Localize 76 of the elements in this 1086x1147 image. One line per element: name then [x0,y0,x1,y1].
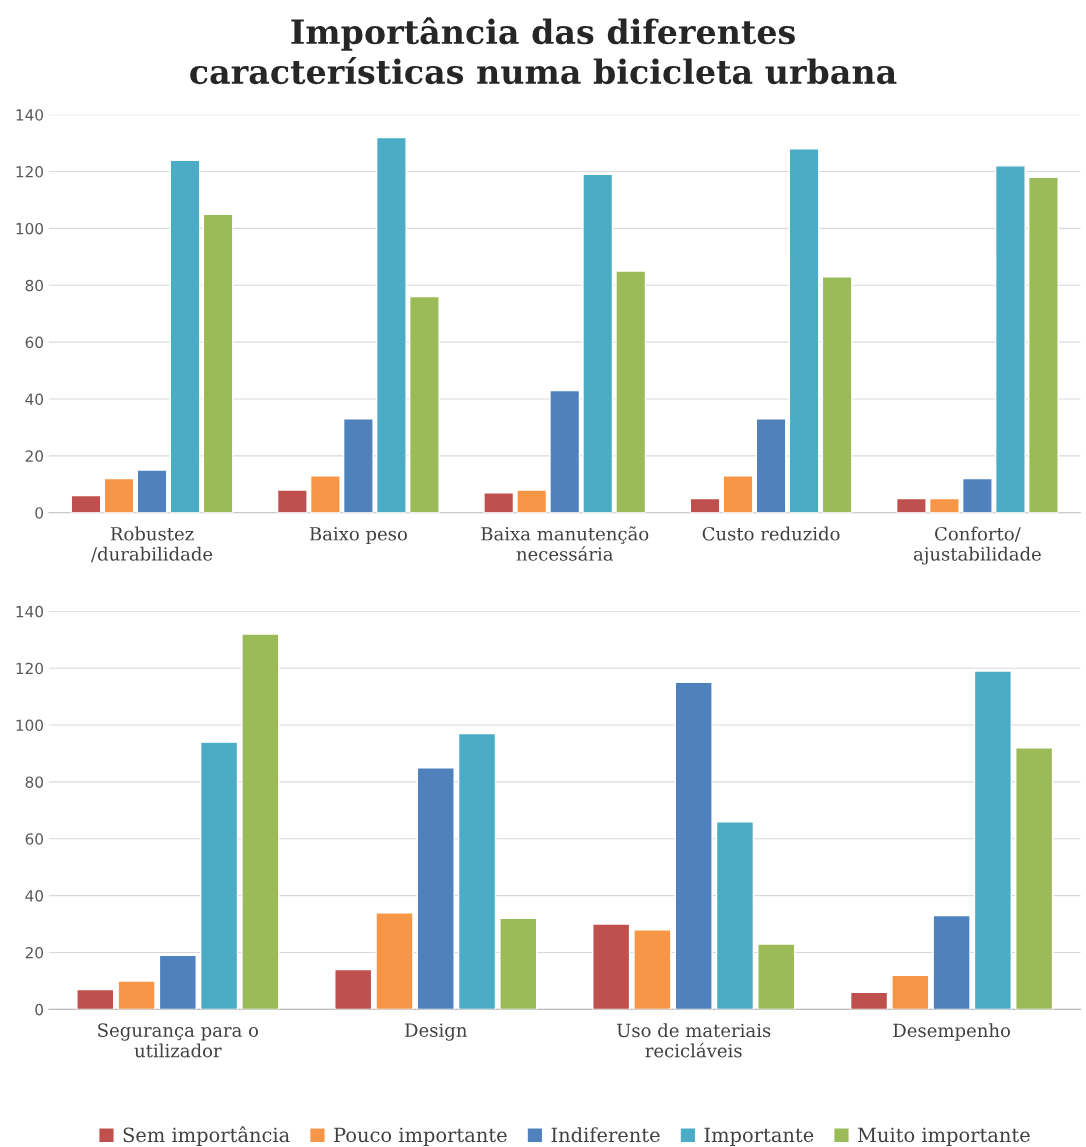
y-tick-label: 40 [25,393,43,406]
legend-label: Pouco importante [334,1127,507,1146]
bar [483,492,515,513]
y-tick-label: 80 [25,279,43,292]
y-tick-label: 20 [25,450,43,462]
bar [715,821,755,1010]
y-tick-label: 100 [16,222,43,235]
bar [199,741,239,1010]
x-tick-label: Segurança para o utilizador [98,1023,259,1058]
x-tick-label: Desempenho [893,1023,1010,1041]
bar [961,477,993,513]
bar [549,389,581,513]
bar [582,173,614,513]
legend-label: Muito importante [858,1127,1030,1146]
bar [158,954,197,1010]
bar [633,929,672,1010]
x-tick-label: Design [405,1023,467,1041]
bar [408,295,440,513]
bar [70,494,102,513]
bar [136,469,168,513]
bar [895,497,927,513]
x-tick-label: Baixa manutenção necessária [481,526,649,561]
legend-label: Importante [704,1127,814,1146]
bar [757,943,796,1010]
bar [755,418,787,513]
x-tick-label: Baixo peso [309,527,407,545]
bar [334,968,373,1010]
bar [674,681,713,1010]
y-tick-label: 0 [35,507,43,519]
bar [309,475,341,513]
bar [276,489,308,513]
bar [516,489,548,513]
bar [891,974,930,1010]
x-tick-label: Custo reduzido [702,526,840,541]
bar [117,980,156,1010]
x-tick-label: Uso de materiais recicláveis [616,1023,771,1058]
x-tick-label: Robustez /durabilidade [90,526,213,563]
x-tick-label: Conforto/ ajustabilidade [913,526,1041,565]
y-tick-label: 20 [25,946,43,959]
legend-label: Indiferente [551,1127,660,1143]
bar [788,148,820,513]
legend-label: Sem importância [123,1126,290,1146]
bar [821,276,853,513]
bar [689,497,721,513]
bar [103,477,135,513]
bar [375,136,407,513]
bar [342,418,374,513]
bar [375,912,414,1010]
y-tick-label: 80 [25,776,43,788]
bar [241,633,280,1010]
bar [1027,176,1059,513]
bar [615,270,647,513]
bar [722,475,754,513]
bar [499,917,538,1010]
bar [1015,747,1054,1010]
y-tick-label: 40 [25,890,43,902]
bar [457,732,497,1010]
y-tick-label: 140 [16,109,43,121]
y-tick-label: 60 [25,336,43,349]
y-tick-label: 60 [25,833,43,845]
bar [416,767,455,1010]
chart-title: Importância das diferentes características numa bicicleta urbana [190,17,897,85]
bar [592,923,631,1010]
y-tick-label: 0 [35,1003,43,1016]
y-tick-label: 120 [16,166,43,178]
bar [202,213,234,513]
bar [169,159,201,513]
y-tick-label: 100 [16,719,43,732]
bar [928,497,960,513]
bar [932,914,971,1010]
bar [973,670,1012,1010]
bar [849,991,889,1010]
bar [76,988,115,1010]
bar [994,165,1026,513]
y-tick-label: 140 [16,605,43,618]
y-tick-label: 120 [16,662,43,675]
